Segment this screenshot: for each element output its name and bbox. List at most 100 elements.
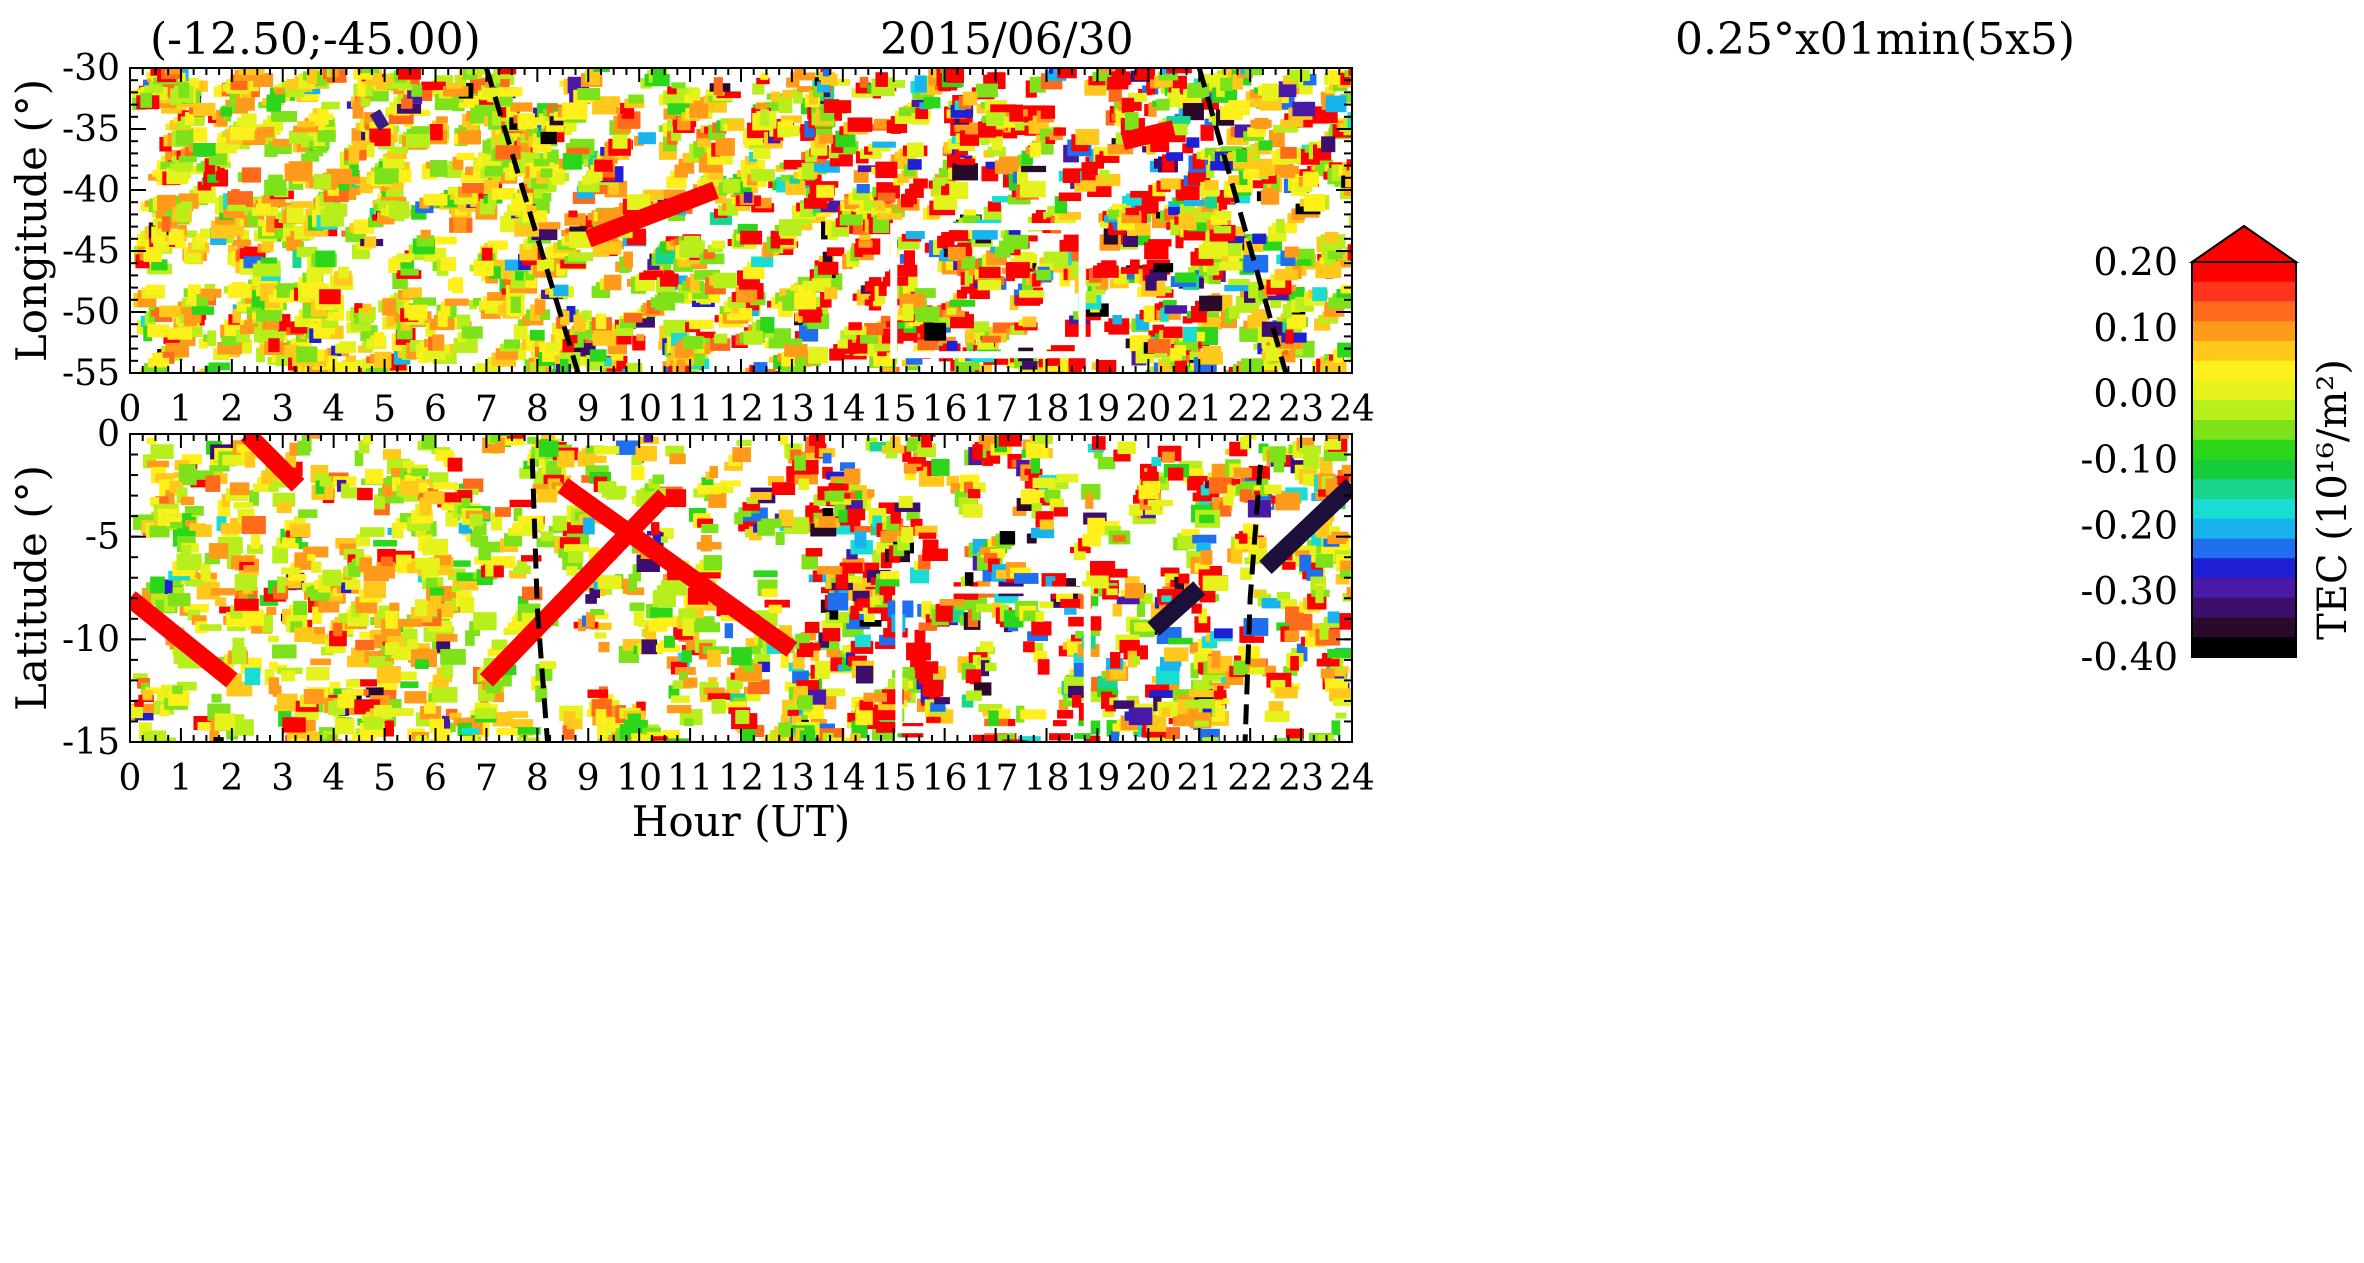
x-tick-label: 21 [1176, 758, 1222, 799]
x-tick-label: 13 [769, 389, 815, 430]
highlight-box [890, 223, 1086, 359]
x-tick-label: 15 [871, 389, 917, 430]
colorbar-tick-label: -0.40 [2081, 635, 2178, 679]
x-tick-label: 11 [667, 389, 713, 430]
colorbar-segment [2192, 341, 2296, 362]
tec-streak-0 [585, 181, 719, 248]
x-tick-label: 3 [271, 389, 294, 430]
colorbar-segment [2192, 439, 2296, 460]
x-tick-label: 2 [220, 389, 243, 430]
x-tick-label: 24 [1329, 758, 1375, 799]
x-tick-label: 9 [577, 758, 600, 799]
colorbar-segment [2192, 360, 2296, 381]
y-tick-label: -50 [62, 292, 120, 333]
colorbar-segment [2192, 321, 2296, 342]
x-tick-label: 1 [169, 389, 192, 430]
colorbar-tick-label: 0.10 [2093, 306, 2178, 350]
x-tick-label: 15 [871, 758, 917, 799]
x-tick-label: 24 [1329, 389, 1375, 430]
colorbar-segment [2192, 281, 2296, 302]
terminator-line-0 [484, 67, 581, 374]
y-tick-label: -5 [85, 517, 120, 558]
x-tick-label: 10 [616, 389, 662, 430]
colorbar-segment [2192, 301, 2296, 322]
x-tick-label: 19 [1075, 758, 1121, 799]
tec-streak-2 [557, 478, 798, 657]
x-tick-label: 3 [271, 758, 294, 799]
x-tick-label: 16 [922, 758, 968, 799]
colorbar-segment [2192, 420, 2296, 441]
resolution-header: 0.25°x01min(5x5) [1675, 14, 2076, 65]
x-axis-label: Hour (UT) [632, 797, 851, 846]
colorbar-tick-label: 0.20 [2093, 240, 2178, 284]
colorbar-segment [2192, 380, 2296, 401]
x-tick-label: 8 [526, 389, 549, 430]
colorbar-segment [2192, 617, 2296, 638]
x-tick-label: 20 [1125, 758, 1171, 799]
longitude-panel: 0 1 2 3 4 5 6 7 8 9 10 11 12 13 14 15 16 17 18 19 20 21 22 23 24… [7, 48, 1375, 430]
x-tick-label: 22 [1227, 758, 1273, 799]
x-tick-label: 4 [322, 758, 345, 799]
x-tick-label: 5 [373, 758, 396, 799]
terminator-line-1 [1196, 67, 1289, 374]
terminator-line-0 [529, 458, 551, 743]
tec-streak-4 [1259, 478, 1352, 574]
x-tick-label: 14 [820, 758, 866, 799]
colorbar-segment [2192, 538, 2296, 559]
x-tick-label: 19 [1075, 389, 1121, 430]
colorbar-label: TEC (10¹⁶/m²) [2310, 359, 2356, 640]
tec-colorbar: 0.20 0.10 0.00 -0.10 -0.20 -0.30 -0.40 TEC (10¹… [2081, 224, 2356, 679]
y-tick-label: -15 [62, 722, 120, 763]
x-tick-label: 6 [424, 758, 447, 799]
colorbar-segment [2192, 597, 2296, 618]
y-tick-label: -10 [62, 619, 120, 660]
x-tick-label: 7 [475, 389, 498, 430]
x-tick-label: 8 [526, 758, 549, 799]
tec-streak-3 [240, 434, 305, 492]
x-tick-label: 1 [169, 758, 192, 799]
tec-streak-1 [1120, 120, 1176, 150]
colorbar-segment [2192, 400, 2296, 421]
x-tick-label: 22 [1227, 389, 1273, 430]
colorbar-tick-label: -0.20 [2081, 503, 2178, 547]
y-axis-label: Latitude (°) [7, 465, 56, 711]
y-tick-label: -55 [62, 353, 120, 394]
x-tick-label: 9 [577, 389, 600, 430]
tec-streak-0 [130, 591, 238, 688]
x-tick-label: 16 [922, 389, 968, 430]
colorbar-segment [2192, 578, 2296, 599]
colorbar-segment [2192, 637, 2296, 658]
x-tick-label: 14 [820, 389, 866, 430]
colorbar-segment [2192, 518, 2296, 539]
x-tick-label: 18 [1024, 758, 1070, 799]
colorbar-tick-label: -0.10 [2081, 438, 2178, 482]
y-tick-label: -40 [62, 170, 120, 211]
x-tick-label: 4 [322, 389, 345, 430]
x-tick-label: 21 [1176, 389, 1222, 430]
x-tick-label: 17 [973, 758, 1019, 799]
colorbar-tick-label: -0.30 [2081, 569, 2178, 613]
y-axis-label: Longitude (°) [7, 79, 56, 362]
tec-field [130, 434, 1352, 742]
y-tick-label: -35 [62, 109, 120, 150]
y-tick-label: -45 [62, 231, 120, 272]
x-tick-label: 0 [119, 758, 142, 799]
x-tick-label: 23 [1278, 758, 1324, 799]
date-header: 2015/06/30 [880, 14, 1134, 65]
x-tick-label: 12 [718, 389, 764, 430]
x-tick-label: 13 [769, 758, 815, 799]
x-tick-label: 12 [718, 758, 764, 799]
x-tick-label: 6 [424, 389, 447, 430]
colorbar-segment [2192, 459, 2296, 480]
x-tick-label: 0 [119, 389, 142, 430]
x-tick-label: 2 [220, 758, 243, 799]
x-tick-label: 20 [1125, 389, 1171, 430]
x-tick-label: 23 [1278, 389, 1324, 430]
x-tick-label: 17 [973, 389, 1019, 430]
x-tick-label: 18 [1024, 389, 1070, 430]
terminator-line-1 [1242, 464, 1263, 743]
tec-field [132, 68, 1352, 373]
highlight-box [895, 586, 1091, 734]
